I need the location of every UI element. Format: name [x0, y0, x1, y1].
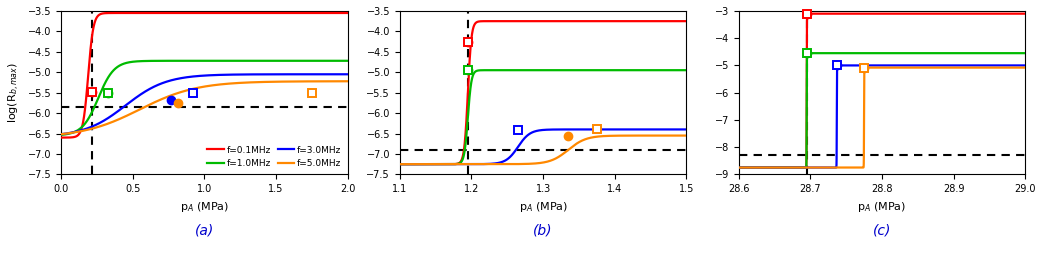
Text: (c): (c) — [873, 224, 891, 237]
Text: (b): (b) — [533, 224, 553, 237]
Legend: f=0.1MHz, f=1.0MHz, f=3.0MHz, f=5.0MHz: f=0.1MHz, f=1.0MHz, f=3.0MHz, f=5.0MHz — [203, 142, 345, 172]
Text: (a): (a) — [195, 224, 214, 237]
X-axis label: p$_A$ (MPa): p$_A$ (MPa) — [518, 200, 567, 214]
Y-axis label: log(R$_{b,max}$): log(R$_{b,max}$) — [7, 62, 22, 123]
X-axis label: p$_A$ (MPa): p$_A$ (MPa) — [179, 200, 228, 214]
X-axis label: p$_A$ (MPa): p$_A$ (MPa) — [857, 200, 906, 214]
